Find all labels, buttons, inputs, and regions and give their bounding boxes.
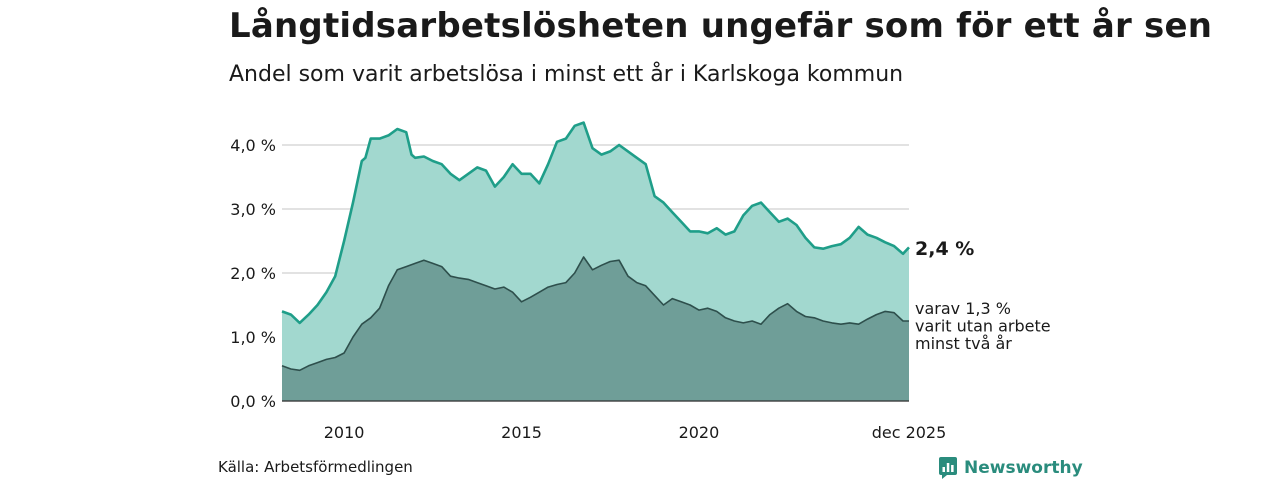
end-label-long-line: minst två år <box>915 334 1012 353</box>
x-tick-label: 2015 <box>501 423 542 442</box>
series-layer <box>281 121 910 401</box>
x-tick-label: 2020 <box>679 423 720 442</box>
chart-title: Långtidsarbetslösheten ungefär som för e… <box>229 6 1213 46</box>
y-tick-label: 0,0 % <box>230 392 276 411</box>
newsworthy-logo-icon <box>939 457 957 479</box>
brand-name: Newsworthy <box>964 458 1083 478</box>
y-tick-label: 1,0 % <box>230 328 276 347</box>
y-tick-label: 4,0 % <box>230 136 276 155</box>
x-tick-label: 2010 <box>324 423 365 442</box>
end-label-total: 2,4 % <box>915 238 974 260</box>
end-label-long-line: varav 1,3 % <box>915 299 1011 318</box>
end-label-long-line: varit utan arbete <box>915 317 1051 336</box>
axis-layer: 0,0 % 1,0 % 2,0 % 3,0 % 4,0 % 2010 2015 2020 dec… <box>230 136 946 442</box>
source-note: Källa: Arbetsförmedlingen <box>218 458 413 476</box>
series-line-total <box>281 121 910 325</box>
x-tick-label: dec 2025 <box>872 423 947 442</box>
y-tick-label: 2,0 % <box>230 264 276 283</box>
series-line-long <box>281 256 909 372</box>
series-area-long <box>282 257 909 401</box>
y-tick-label: 3,0 % <box>230 200 276 219</box>
brand-logo: Newsworthy <box>938 456 1083 480</box>
chart-subtitle: Andel som varit arbetslösa i minst ett å… <box>229 62 904 87</box>
